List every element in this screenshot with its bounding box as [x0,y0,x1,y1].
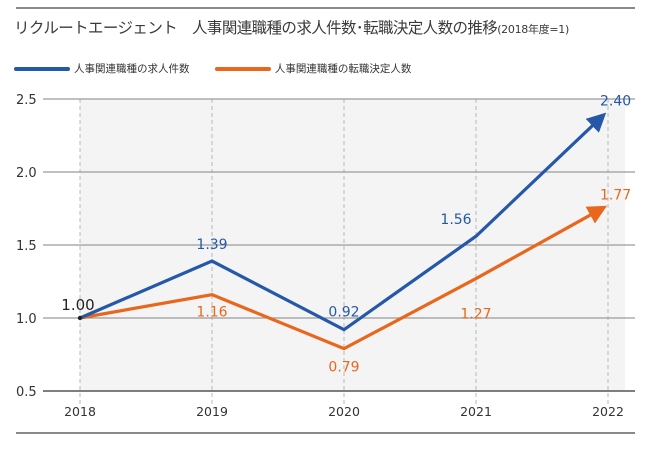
data-label: 1.56 [440,212,471,228]
y-tick-label: 2.0 [16,166,37,181]
x-tick-label: 2022 [592,404,624,419]
chart-title: リクルートエージェント 人事関連職種の求人件数･転職決定人数の推移(2018年度… [14,16,634,38]
data-label-start: 1.00 [61,296,94,314]
data-label: 1.77 [600,188,631,204]
x-tick-label: 2019 [196,404,228,419]
chart-title-main: リクルートエージェント 人事関連職種の求人件数･転職決定人数の推移 [14,19,498,37]
data-label: 0.92 [328,305,359,321]
top-rule [16,7,635,9]
y-tick-label: 0.5 [16,385,37,400]
data-label: 0.79 [328,360,359,376]
bottom-rule [16,432,635,434]
chart-title-note: (2018年度=1) [497,23,569,36]
legend-item-placements: 人事関連職種の転職決定人数 [214,61,412,76]
data-label: 2.40 [600,94,631,110]
legend: 人事関連職種の求人件数 人事関連職種の転職決定人数 [14,61,634,76]
x-tick-label: 2018 [64,404,96,419]
x-tick-label: 2020 [328,404,360,419]
data-label: 1.16 [196,305,227,321]
legend-label-job-openings: 人事関連職種の求人件数 [74,63,190,75]
y-tick-label: 1.0 [16,312,37,327]
data-label: 1.39 [196,237,227,253]
legend-swatch-blue [14,66,70,71]
start-point-marker [77,315,83,321]
y-tick-label: 1.5 [16,239,37,254]
x-tick-label: 2021 [460,404,492,419]
legend-label-placements: 人事関連職種の転職決定人数 [274,63,412,75]
y-tick-label: 2.5 [16,93,37,108]
legend-swatch-orange [214,66,271,71]
data-label: 1.27 [460,307,491,323]
legend-item-job-openings: 人事関連職種の求人件数 [14,61,190,76]
